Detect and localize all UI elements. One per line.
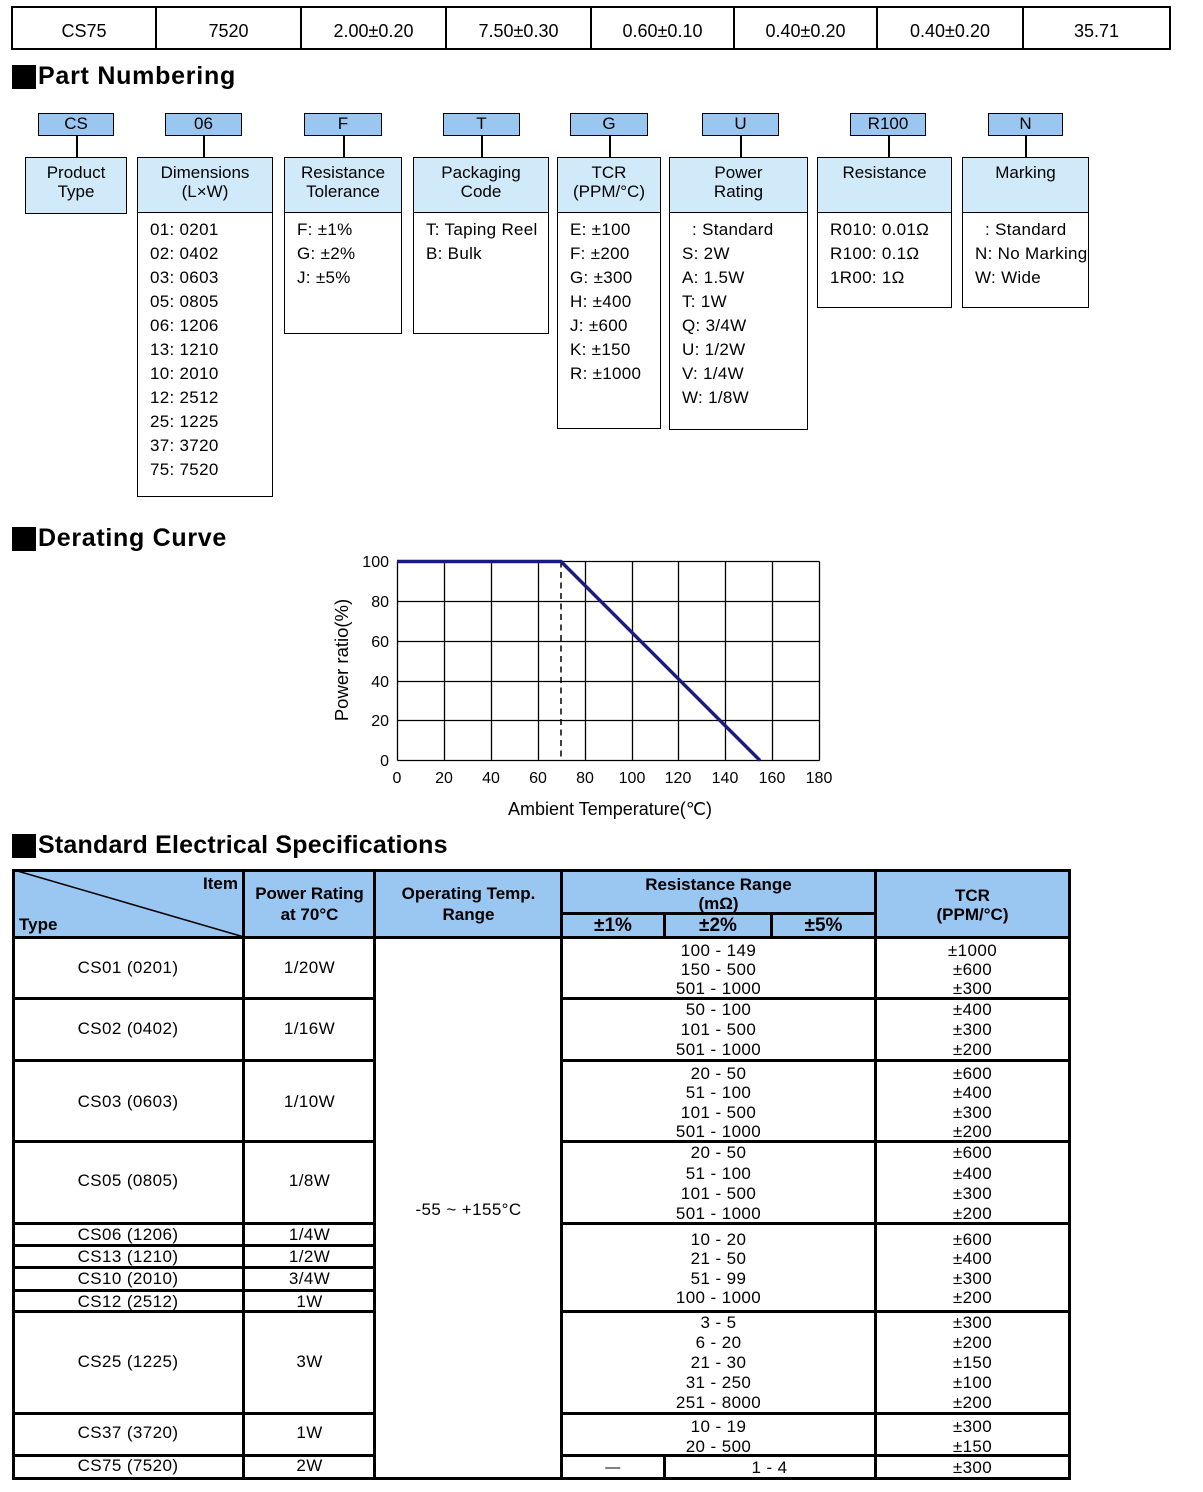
svg-text:160: 160 bbox=[759, 770, 786, 787]
svg-text:20: 20 bbox=[435, 770, 453, 787]
svg-text:140: 140 bbox=[712, 770, 739, 787]
svg-text:0: 0 bbox=[393, 770, 402, 787]
svg-text:60: 60 bbox=[529, 770, 547, 787]
svg-text:40: 40 bbox=[371, 674, 389, 691]
svg-text:20: 20 bbox=[371, 713, 389, 730]
svg-text:Ambient Temperature(℃): Ambient Temperature(℃) bbox=[508, 799, 712, 819]
svg-text:Power ratio(%): Power ratio(%) bbox=[331, 599, 352, 721]
svg-text:80: 80 bbox=[371, 594, 389, 611]
svg-text:80: 80 bbox=[576, 770, 594, 787]
svg-text:120: 120 bbox=[665, 770, 692, 787]
svg-text:180: 180 bbox=[806, 770, 833, 787]
svg-text:40: 40 bbox=[482, 770, 500, 787]
svg-text:60: 60 bbox=[371, 634, 389, 651]
svg-text:100: 100 bbox=[619, 770, 646, 787]
svg-text:100: 100 bbox=[362, 554, 389, 571]
svg-text:0: 0 bbox=[380, 753, 389, 770]
